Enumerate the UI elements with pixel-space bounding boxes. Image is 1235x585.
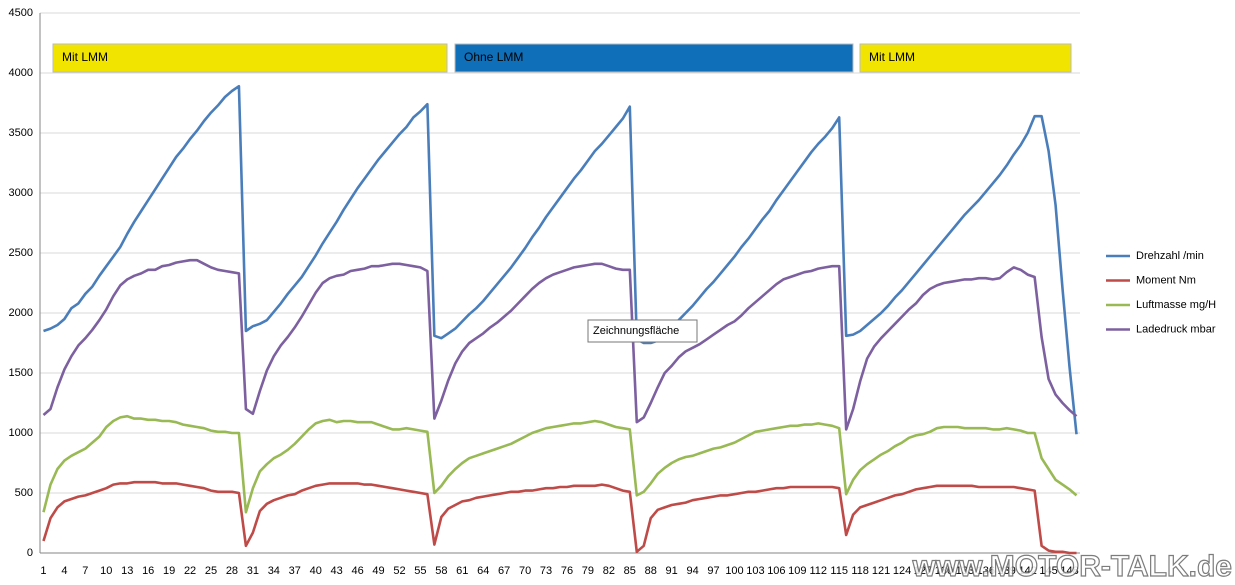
y-tick-label: 500	[15, 487, 33, 499]
tooltip-box	[587, 319, 698, 343]
series-line	[42, 414, 1078, 514]
x-tick-label: 148	[1060, 565, 1078, 577]
x-tick-label: 106	[767, 565, 785, 577]
x-tick-label: 52	[393, 565, 405, 577]
x-tick-label: 10	[100, 565, 112, 577]
x-tick-label: 127	[914, 565, 932, 577]
x-tick-label: 136	[977, 565, 995, 577]
x-tick-label: 58	[435, 565, 447, 577]
x-tick-label: 13	[121, 565, 133, 577]
x-tick-label: 49	[372, 565, 384, 577]
x-tick-label: 19	[163, 565, 175, 577]
x-tick-label: 46	[351, 565, 363, 577]
legend: Drehzahl /min Moment Nm Luftmasse mg/H Lade…	[1106, 250, 1216, 335]
y-tick-label: 3500	[9, 127, 33, 139]
legend-label: Moment Nm	[1136, 274, 1196, 286]
x-tick-label: 142	[1018, 565, 1036, 577]
x-tick-label: 109	[788, 565, 806, 577]
x-tick-label: 34	[268, 565, 280, 577]
x-tick-label: 40	[310, 565, 322, 577]
watermark: www.MOTOR-TALK.de	[912, 550, 1232, 583]
x-tick-label: 28	[226, 565, 238, 577]
series-line	[43, 84, 1078, 435]
x-tick-label: 145	[1039, 565, 1057, 577]
x-tick-label: 76	[561, 565, 573, 577]
x-tick-label: 133	[956, 565, 974, 577]
y-tick-label: 1500	[9, 367, 33, 379]
x-tick-label: 25	[205, 565, 217, 577]
x-tick-label: 4	[61, 565, 67, 577]
x-tick-label: 124	[893, 565, 911, 577]
x-tick-label: 79	[582, 565, 594, 577]
series-line	[42, 258, 1078, 431]
x-tick-label: 7	[82, 565, 88, 577]
grid	[40, 12, 1080, 554]
x-tick-label: 22	[184, 565, 196, 577]
x-tick-label: 64	[477, 565, 489, 577]
x-tick-label: 37	[289, 565, 301, 577]
legend-label: Drehzahl /min	[1136, 250, 1204, 262]
x-tick-label: 97	[707, 565, 719, 577]
annotation-text: Mit LMM	[869, 50, 915, 64]
annotation-text: Mit LMM	[62, 50, 108, 64]
annotation-box	[859, 43, 1072, 73]
x-tick-label: 118	[851, 565, 869, 577]
x-tick-label: 43	[331, 565, 343, 577]
y-tick-label: 1000	[9, 427, 33, 439]
x-tick-label: 100	[725, 565, 743, 577]
y-tick-label: 0	[27, 547, 33, 559]
x-tick-label: 94	[686, 565, 698, 577]
series-line	[42, 480, 1077, 555]
annotations: Mit LMM Ohne LMM Mit LMM	[52, 43, 1072, 73]
tooltip: Zeichnungsfläche	[587, 319, 698, 343]
y-tick-label: 4000	[9, 67, 33, 79]
legend-label: Ladedruck mbar	[1136, 323, 1216, 335]
x-tick-label: 85	[624, 565, 636, 577]
x-tick-label: 139	[998, 565, 1016, 577]
y-tick-label: 2000	[9, 307, 33, 319]
series-lines	[42, 84, 1078, 555]
annotation-text: Ohne LMM	[464, 50, 523, 64]
x-tick-label: 31	[247, 565, 259, 577]
x-tick-label: 112	[809, 565, 827, 577]
legend-label: Luftmasse mg/H	[1136, 299, 1216, 311]
tooltip-text: Zeichnungsfläche	[593, 325, 679, 337]
x-tick-label: 130	[935, 565, 953, 577]
x-tick-label: 16	[142, 565, 154, 577]
x-tick-label: 121	[872, 565, 890, 577]
x-tick-label: 61	[456, 565, 468, 577]
y-tick-label: 4500	[9, 7, 33, 19]
y-tick-label: 2500	[9, 247, 33, 259]
x-tick-label: 70	[519, 565, 531, 577]
x-tick-label: 67	[498, 565, 510, 577]
annotation-box	[52, 43, 448, 73]
x-tick-label: 73	[540, 565, 552, 577]
annotation-box	[454, 43, 854, 73]
x-tick-label: 82	[603, 565, 615, 577]
x-tick-label: 55	[414, 565, 426, 577]
x-tick-label: 1	[40, 565, 46, 577]
x-tick-label: 103	[746, 565, 764, 577]
x-tick-label: 115	[830, 565, 848, 577]
x-tick-label: 88	[645, 565, 657, 577]
y-tick-label: 3000	[9, 187, 33, 199]
x-tick-label: 91	[666, 565, 678, 577]
